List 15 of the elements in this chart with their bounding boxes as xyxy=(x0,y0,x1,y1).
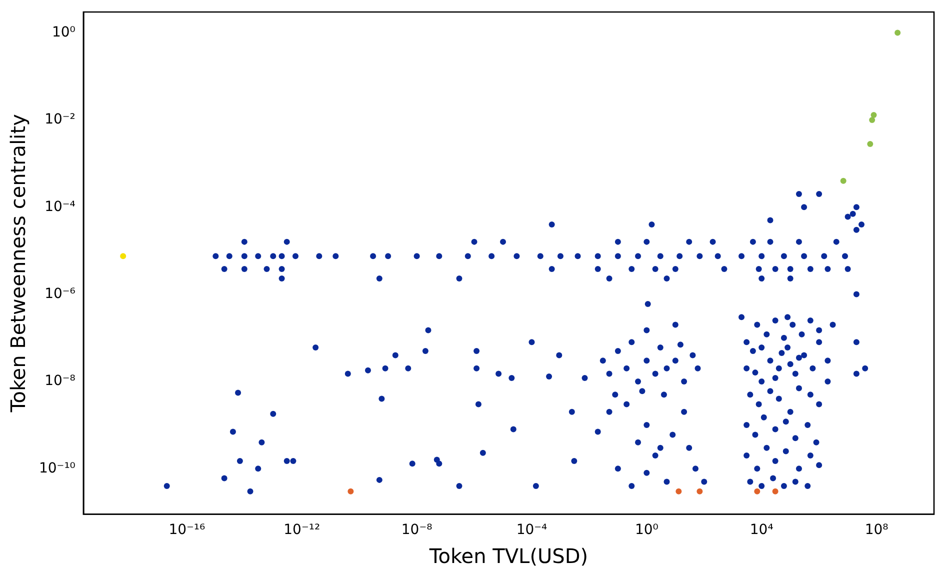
y-tick-label: 10⁻¹⁰ xyxy=(38,460,76,476)
y-tick-label: 10⁻⁸ xyxy=(44,373,76,390)
y-tick-label: 10⁻² xyxy=(44,112,76,128)
x-tick-label: 10⁻⁴ xyxy=(516,522,548,538)
y-axis-title: Token Betweenness centrality xyxy=(6,114,30,414)
x-tick-label: 10⁸ xyxy=(864,522,889,538)
x-tick-label: 10⁴ xyxy=(750,522,774,538)
x-tick-label: 10⁻¹⁶ xyxy=(168,522,206,538)
y-tick-label: 10⁻⁶ xyxy=(44,286,76,302)
x-tick-label: 10⁰ xyxy=(634,522,659,538)
x-axis-title: Token TVL(USD) xyxy=(428,544,588,568)
x-tick-label: 10⁻¹² xyxy=(284,522,320,538)
y-tick-label: 10⁻⁴ xyxy=(44,198,76,215)
x-tick-label: 10⁻⁸ xyxy=(401,522,433,538)
y-tick-label: 10⁰ xyxy=(52,24,76,40)
